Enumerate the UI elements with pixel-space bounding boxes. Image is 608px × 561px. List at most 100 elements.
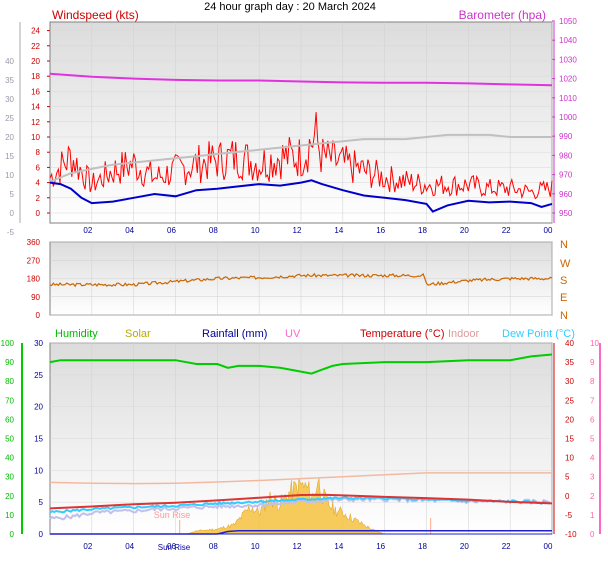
y-tick-label-uv: 4 (590, 454, 595, 463)
legend-item: Solar (125, 328, 151, 340)
y-tick-label-temperature: 40 (5, 57, 14, 66)
x-tick-label: 12 (293, 226, 302, 235)
compass-label: S (560, 275, 567, 287)
dew-point-series-line (49, 495, 551, 514)
temperature-series-line (49, 493, 553, 510)
x-tick-label: 04 (125, 226, 134, 235)
y-tick-label-rainfall: 20 (34, 403, 43, 412)
y-tick-label-direction: 0 (36, 311, 41, 320)
x-tick-label: 22 (502, 542, 511, 551)
legend-item: Humidity (55, 328, 98, 340)
chart-title: 24 hour graph day : 20 March 2024 (204, 1, 376, 13)
y-tick-label-uv: 9 (590, 358, 595, 367)
y-tick-label-windspeed: 10 (31, 133, 40, 142)
barometer-series-line (49, 72, 553, 87)
y-tick-label-humidity: 0 (10, 530, 15, 539)
humidity-series-line (49, 353, 553, 375)
y-tick-label-temperature: 15 (5, 152, 14, 161)
legend-item: UV (285, 328, 301, 340)
y-tick-label-temperature: 20 (5, 133, 14, 142)
x-tick-label: 20 (460, 542, 469, 551)
y-tick-label-temperature: 10 (565, 454, 574, 463)
y-tick-label-windspeed: 12 (31, 118, 40, 127)
x-tick-label: 06 (167, 226, 176, 235)
compass-label: E (560, 292, 567, 304)
x-tick-label: 04 (125, 542, 134, 551)
y-tick-label-windspeed: 16 (31, 87, 40, 96)
y-tick-label-uv: 8 (590, 377, 595, 386)
y-tick-label-windspeed: 20 (31, 57, 40, 66)
y-tick-label-temperature: 25 (5, 114, 14, 123)
y-tick-label-temperature: 10 (5, 171, 14, 180)
x-tick-label: 12 (293, 542, 302, 551)
y-tick-label-barometer: 1010 (559, 94, 577, 103)
y-tick-label-humidity: 60 (5, 415, 14, 424)
y-tick-label-windspeed: 4 (36, 179, 41, 188)
y-tick-label-uv: 7 (590, 396, 595, 405)
y-tick-label-windspeed: 0 (36, 209, 41, 218)
legend-item: Indoor (448, 328, 480, 340)
y-tick-label-humidity: 90 (5, 358, 14, 367)
y-tick-label-temperature: 35 (565, 358, 574, 367)
y-tick-label-temperature: 30 (5, 95, 14, 104)
y-tick-label-rainfall: 5 (39, 498, 44, 507)
y-tick-label-uv: 6 (590, 415, 595, 424)
x-tick-label: 08 (209, 542, 218, 551)
y-tick-label-uv: 2 (590, 492, 595, 501)
x-tick-label: 10 (251, 226, 260, 235)
y-tick-label-temperature: 30 (565, 377, 574, 386)
y-tick-label-temperature: 15 (565, 435, 574, 444)
indoor-series-line (49, 472, 552, 485)
y-tick-label-uv: 0 (590, 530, 595, 539)
y-tick-label-temperature: -5 (7, 228, 15, 237)
x-tick-label: 08 (209, 226, 218, 235)
y-tick-label-humidity: 40 (5, 454, 14, 463)
legend-item: Dew Point (°C) (502, 328, 575, 340)
y-tick-label-uv: 1 (590, 511, 595, 520)
y-tick-label-humidity: 80 (5, 377, 14, 386)
y-tick-label-barometer: 1040 (559, 36, 577, 45)
y-tick-label-temperature: 20 (565, 415, 574, 424)
y-tick-label-temperature: 0 (565, 492, 570, 501)
legend-item: Rainfall (mm) (202, 328, 267, 340)
y-tick-label-rainfall: 10 (34, 466, 43, 475)
x-tick-label: 18 (418, 226, 427, 235)
y-tick-label-barometer: 1000 (559, 113, 577, 122)
compass-label: W (560, 258, 571, 270)
y-tick-label-rainfall: 30 (34, 339, 43, 348)
y-tick-label-humidity: 70 (5, 396, 14, 405)
y-tick-label-humidity: 50 (5, 435, 14, 444)
gust-series-line (49, 112, 553, 200)
y-tick-label-windspeed: 14 (31, 103, 40, 112)
y-tick-label-temperature: 0 (10, 209, 15, 218)
y-tick-label-humidity: 20 (5, 492, 14, 501)
y-tick-label-barometer: 950 (559, 209, 573, 218)
y-tick-label-barometer: 1020 (559, 75, 577, 84)
x-tick-label: 18 (418, 542, 427, 551)
y-tick-label-barometer: 970 (559, 171, 573, 180)
y-tick-label-windspeed: 24 (31, 27, 40, 36)
y-tick-label-humidity: 10 (5, 511, 14, 520)
y-tick-label-windspeed: 18 (31, 72, 40, 81)
solar-series-area (185, 478, 385, 535)
y-tick-label-uv: 10 (590, 339, 599, 348)
y-tick-label-direction: 360 (27, 238, 41, 247)
outer-temp-series-line (49, 133, 552, 183)
x-tick-label: 02 (83, 226, 92, 235)
y-tick-label-temperature: -10 (565, 530, 577, 539)
direction-series-line (49, 272, 553, 288)
y-tick-label-uv: 3 (590, 473, 595, 482)
x-tick-label: 06 (167, 542, 176, 551)
wind-avg-series-line (49, 179, 553, 213)
y-tick-label-temperature: 5 (10, 190, 15, 199)
x-tick-label: 02 (83, 542, 92, 551)
y-tick-label-windspeed: 6 (36, 163, 41, 172)
y-tick-label-humidity: 100 (1, 339, 15, 348)
x-tick-label: 14 (334, 542, 343, 551)
outer-temp-series-line (49, 496, 551, 521)
y-tick-label-barometer: 980 (559, 151, 573, 160)
y-tick-label-barometer: 1030 (559, 55, 577, 64)
y-tick-label-temperature: 25 (565, 396, 574, 405)
x-tick-label: 00 (544, 226, 553, 235)
